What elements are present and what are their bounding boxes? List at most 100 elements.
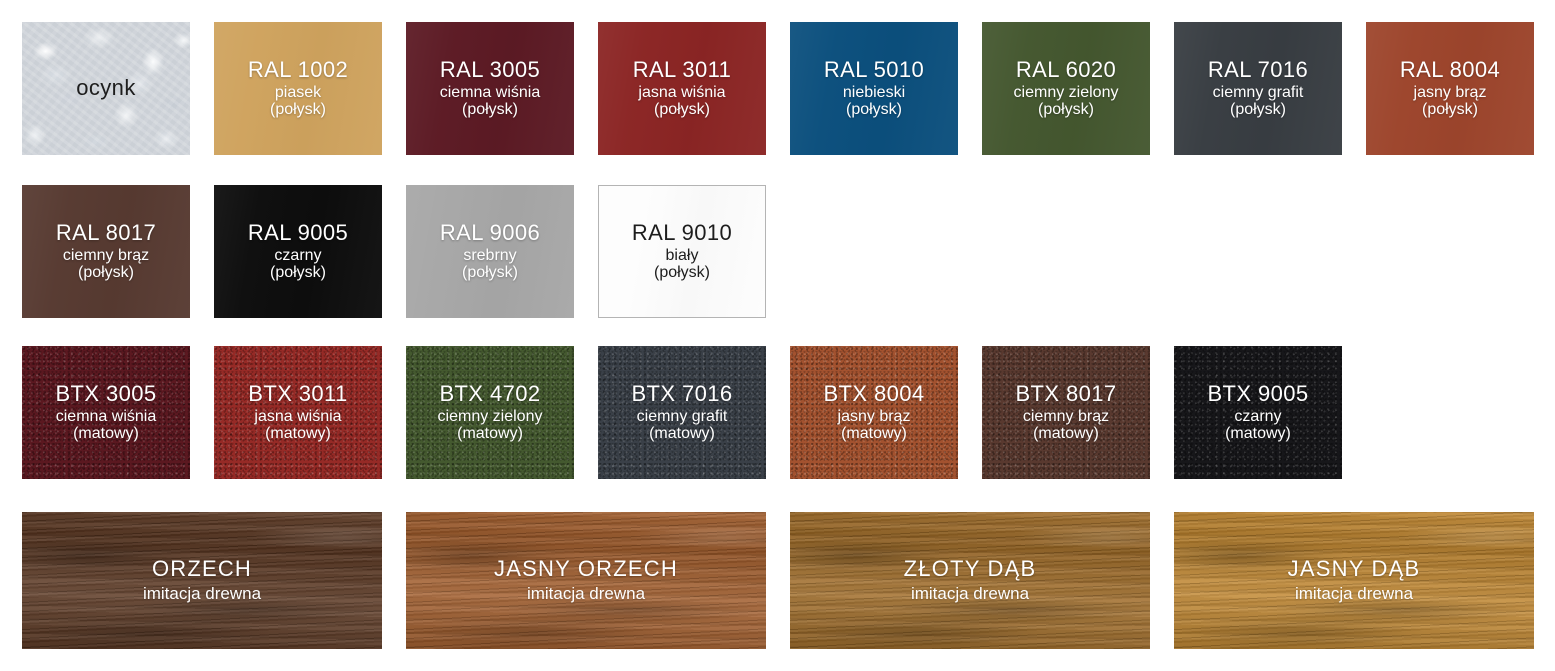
- swatch-code: BTX 4702: [439, 381, 541, 407]
- swatch-color-name: niebieski: [842, 84, 906, 102]
- color-swatch[interactable]: BTX 7016 ciemny grafit (matowy): [598, 346, 766, 479]
- swatch-color-name: imitacja drewna: [142, 584, 262, 604]
- swatch-finish: (matowy): [1033, 425, 1099, 443]
- swatch-code: BTX 8017: [1015, 381, 1117, 407]
- color-swatch[interactable]: RAL 9006 srebrny (połysk): [406, 185, 574, 318]
- swatch-color-name: ciemny zielony: [437, 408, 543, 426]
- color-swatch[interactable]: JASNY ORZECH imitacja drewna: [406, 512, 766, 649]
- swatch-finish: (matowy): [1225, 425, 1291, 443]
- swatch-label: BTX 8004 jasny brąz (matowy): [819, 382, 928, 442]
- swatch-label: BTX 7016 ciemny grafit (matowy): [627, 382, 736, 442]
- swatch-color-name: jasna wiśnia: [254, 408, 342, 426]
- swatch-code: RAL 6020: [1015, 57, 1117, 83]
- swatch-code: RAL 3005: [439, 57, 541, 83]
- swatch-code: RAL 8017: [55, 220, 157, 246]
- swatch-row-ral-gloss-1: ocynk RAL 1002 piasek (połysk) RAL 3005 ciemn…: [22, 22, 1534, 155]
- swatch-label: JASNY ORZECH imitacja drewna: [490, 557, 682, 603]
- swatch-label: ORZECH imitacja drewna: [139, 557, 265, 603]
- swatch-finish: (połysk): [269, 264, 326, 282]
- swatch-label: RAL 8004 jasny brąz (połysk): [1396, 58, 1504, 118]
- color-swatch[interactable]: ZŁOTY DĄB imitacja drewna: [790, 512, 1150, 649]
- swatch-label: BTX 4702 ciemny zielony (matowy): [434, 382, 547, 442]
- swatch-color-name: imitacja drewna: [1294, 584, 1414, 604]
- swatch-code: BTX 7016: [631, 381, 733, 407]
- swatch-code: ocynk: [76, 74, 136, 100]
- color-swatch[interactable]: BTX 9005 czarny (matowy): [1174, 346, 1342, 479]
- swatch-code: RAL 1002: [247, 57, 349, 83]
- color-swatch[interactable]: BTX 8004 jasny brąz (matowy): [790, 346, 958, 479]
- swatch-color-name: ciemna wiśnia: [439, 84, 541, 102]
- swatch-color-name: jasny brąz: [1413, 84, 1487, 102]
- color-swatch[interactable]: BTX 3011 jasna wiśnia (matowy): [214, 346, 382, 479]
- swatch-finish: (połysk): [461, 264, 518, 282]
- swatch-code: JASNY ORZECH: [494, 556, 678, 582]
- swatch-color-name: ciemny grafit: [636, 408, 728, 426]
- swatch-label: RAL 3005 ciemna wiśnia (połysk): [436, 58, 544, 118]
- color-swatch[interactable]: RAL 5010 niebieski (połysk): [790, 22, 958, 155]
- swatch-color-name: piasek: [274, 84, 322, 102]
- swatch-finish: (połysk): [461, 101, 518, 119]
- swatch-finish: (połysk): [1229, 101, 1286, 119]
- color-swatch[interactable]: RAL 8017 ciemny brąz (połysk): [22, 185, 190, 318]
- swatch-row-btx-matte: BTX 3005 ciemna wiśnia (matowy) BTX 3011 jas…: [22, 346, 1342, 479]
- swatch-label: JASNY DĄB imitacja drewna: [1284, 557, 1425, 603]
- swatch-code: BTX 3005: [55, 381, 157, 407]
- swatch-color-name: czarny: [274, 247, 322, 265]
- swatch-color-name: ciemny zielony: [1013, 84, 1119, 102]
- color-swatch[interactable]: ORZECH imitacja drewna: [22, 512, 382, 649]
- swatch-color-name: imitacja drewna: [526, 584, 646, 604]
- swatch-label: RAL 9006 srebrny (połysk): [436, 221, 544, 281]
- swatch-code: BTX 8004: [823, 381, 925, 407]
- swatch-finish: (matowy): [841, 425, 907, 443]
- swatch-label: BTX 8017 ciemny brąz (matowy): [1011, 382, 1120, 442]
- color-swatch[interactable]: RAL 3011 jasna wiśnia (połysk): [598, 22, 766, 155]
- color-swatch[interactable]: RAL 6020 ciemny zielony (połysk): [982, 22, 1150, 155]
- swatch-finish: (połysk): [1421, 101, 1478, 119]
- color-swatch[interactable]: JASNY DĄB imitacja drewna: [1174, 512, 1534, 649]
- swatch-color-name: jasny brąz: [837, 408, 911, 426]
- swatch-label: RAL 1002 piasek (połysk): [244, 58, 352, 118]
- swatch-label: BTX 3005 ciemna wiśnia (matowy): [51, 382, 160, 442]
- swatch-color-name: ciemna wiśnia: [55, 408, 157, 426]
- swatch-code: ORZECH: [151, 556, 253, 582]
- swatch-finish: (matowy): [265, 425, 331, 443]
- swatch-label: RAL 8017 ciemny brąz (połysk): [52, 221, 160, 281]
- swatch-finish: (matowy): [457, 425, 523, 443]
- swatch-finish: (połysk): [1037, 101, 1094, 119]
- swatch-color-name: jasna wiśnia: [638, 84, 726, 102]
- swatch-color-name: biały: [665, 247, 699, 265]
- color-swatch[interactable]: RAL 9005 czarny (połysk): [214, 185, 382, 318]
- swatch-code: BTX 3011: [248, 381, 348, 407]
- swatch-code: BTX 9005: [1207, 381, 1309, 407]
- swatch-finish: (połysk): [269, 101, 326, 119]
- color-swatch[interactable]: RAL 3005 ciemna wiśnia (połysk): [406, 22, 574, 155]
- swatch-code: RAL 8004: [1399, 57, 1501, 83]
- swatch-code: RAL 7016: [1207, 57, 1309, 83]
- swatch-finish: (połysk): [653, 264, 710, 282]
- color-swatch[interactable]: BTX 3005 ciemna wiśnia (matowy): [22, 346, 190, 479]
- swatch-label: ocynk: [72, 74, 139, 102]
- color-swatch[interactable]: RAL 9010 biały (połysk): [598, 185, 766, 318]
- swatch-code: ZŁOTY DĄB: [903, 556, 1037, 582]
- swatch-code: RAL 9006: [439, 220, 541, 246]
- color-swatch[interactable]: BTX 8017 ciemny brąz (matowy): [982, 346, 1150, 479]
- color-swatch[interactable]: RAL 7016 ciemny grafit (połysk): [1174, 22, 1342, 155]
- swatch-label: RAL 9005 czarny (połysk): [244, 221, 352, 281]
- swatch-color-name: imitacja drewna: [910, 584, 1030, 604]
- color-swatch[interactable]: RAL 1002 piasek (połysk): [214, 22, 382, 155]
- swatch-color-name: ciemny brąz: [1022, 408, 1110, 426]
- swatch-code: RAL 3011: [632, 57, 732, 83]
- swatch-finish: (połysk): [653, 101, 710, 119]
- swatch-label: RAL 6020 ciemny zielony (połysk): [1010, 58, 1123, 118]
- swatch-color-name: czarny: [1234, 408, 1282, 426]
- swatch-code: RAL 5010: [823, 57, 925, 83]
- swatch-label: RAL 5010 niebieski (połysk): [820, 58, 928, 118]
- swatch-code: JASNY DĄB: [1287, 556, 1421, 582]
- swatch-color-name: ciemny grafit: [1212, 84, 1304, 102]
- swatch-row-wood: ORZECH imitacja drewna JASNY ORZECH imitacj…: [22, 512, 1534, 649]
- swatch-label: BTX 9005 czarny (matowy): [1203, 382, 1312, 442]
- color-swatch[interactable]: ocynk: [22, 22, 190, 155]
- color-swatch[interactable]: BTX 4702 ciemny zielony (matowy): [406, 346, 574, 479]
- color-swatch[interactable]: RAL 8004 jasny brąz (połysk): [1366, 22, 1534, 155]
